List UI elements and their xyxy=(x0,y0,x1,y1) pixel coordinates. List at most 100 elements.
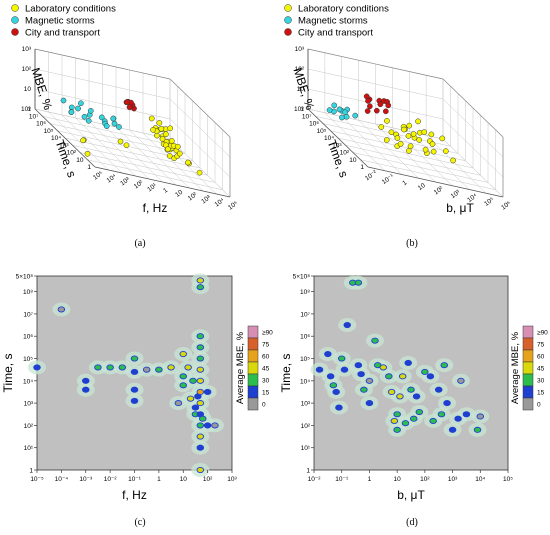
x-tick-label: 10 xyxy=(180,476,188,483)
y-tick-label: 10⁵ xyxy=(23,356,33,363)
y-tick-label: 10² xyxy=(67,150,77,157)
y-tick-label: 10³ xyxy=(332,142,342,149)
x-tick-label: 10² xyxy=(133,179,145,191)
data-point xyxy=(167,125,173,132)
colorbar-tick-label: 60 xyxy=(537,354,545,361)
x-tick-label: 10⁻² xyxy=(364,169,379,183)
heat-cell xyxy=(434,386,443,393)
legend-marker xyxy=(284,4,292,12)
data-point xyxy=(397,141,404,147)
y-axis-title: Time, s xyxy=(279,354,293,393)
heat-cell xyxy=(354,362,363,369)
data-point xyxy=(124,99,131,105)
colorbar-tick-label: 60 xyxy=(262,354,270,361)
data-point xyxy=(103,123,110,130)
x-tick-label: 10⁻¹ xyxy=(128,476,142,483)
data-point xyxy=(388,129,395,136)
colorbar-swatch xyxy=(247,349,259,363)
colorbar-tick-label: 75 xyxy=(537,342,545,349)
heat-cell xyxy=(196,377,205,384)
colorbar-tick-label: 30 xyxy=(262,378,270,385)
y-tick-label: 10⁷ xyxy=(23,311,33,318)
heat-cell xyxy=(429,417,437,424)
y-tick-label: 10⁵ xyxy=(317,128,327,135)
data-point xyxy=(339,114,345,121)
chart-panel-a: 10⁵ 10⁴ 10³ 10² 10¹ 1 10 10² 10³ 10⁴ 10⁵11010²10³1… xyxy=(11,4,239,215)
colorbar-tick-label: 15 xyxy=(537,390,545,397)
side-wall-grid-line xyxy=(442,98,504,158)
heat-cell xyxy=(426,373,435,380)
x-tick-label: 10⁻¹ xyxy=(381,172,396,186)
heat-cell xyxy=(385,373,393,380)
x-tick-label: 10 xyxy=(417,182,427,192)
colorbar-tick-label: 0 xyxy=(262,402,266,409)
x-tick-label: 10² xyxy=(433,185,445,197)
data-point xyxy=(365,98,371,104)
legend-marker xyxy=(11,4,19,12)
colorbar-title: Average MBE, % xyxy=(235,331,246,404)
y-tick-label: 10⁴ xyxy=(300,378,310,385)
heat-cell xyxy=(365,377,374,384)
data-point xyxy=(68,109,75,116)
chart-panel-b: 10⁻² 10⁻¹ 1 10 10² 10³ 10⁴ 10⁵ 10⁶11010²10³10⁴10… xyxy=(284,4,512,215)
heat-cell xyxy=(57,306,66,313)
floor-grid-line xyxy=(79,152,216,183)
heat-cell xyxy=(421,368,429,375)
y-tick-label: 10¹ xyxy=(24,445,34,452)
colorbar-swatch xyxy=(522,397,534,411)
legend-marker xyxy=(284,16,292,24)
data-point xyxy=(150,126,156,133)
chart-panel-d: 10⁻² 10⁻¹ 1 10 10² 10³ 10⁴ 10⁵ 1 10¹ 10² 10³ 10⁴ 10⁵ 1… xyxy=(279,274,548,503)
y-tick-label: 10⁴ xyxy=(23,378,33,385)
heat-cell xyxy=(315,366,324,373)
y-tick-label: 10² xyxy=(24,423,34,430)
colorbar-swatch xyxy=(247,385,259,399)
x-tick-label: 10¹ xyxy=(146,182,158,194)
x-tick-label: 10⁴ xyxy=(466,192,478,204)
x-tick-label: 10⁶ xyxy=(500,200,512,212)
y-tick-label: 10⁶ xyxy=(23,334,33,341)
y-axis-title: Time, s xyxy=(1,354,15,393)
legend-marker xyxy=(11,28,19,36)
heat-cell xyxy=(371,337,379,344)
data-point xyxy=(165,146,171,152)
heat-cell xyxy=(179,382,187,389)
data-point xyxy=(343,113,350,120)
colorbar-tick-label: 45 xyxy=(537,366,545,373)
x-axis-line xyxy=(94,166,231,198)
heat-cell xyxy=(191,404,200,411)
z-tick-label: 10 xyxy=(24,86,32,93)
x-tick-label: 10⁵ xyxy=(227,200,239,212)
heat-cell xyxy=(401,420,410,427)
side-wall-grid-line xyxy=(442,138,504,198)
x-tick-label: 10⁻³ xyxy=(79,476,93,483)
heat-cell xyxy=(365,400,374,407)
x-tick-label: 1 xyxy=(368,476,372,483)
colorbar-swatch xyxy=(247,373,259,387)
heat-cell xyxy=(106,364,114,371)
y-tick-label: 1 xyxy=(29,468,33,475)
x-tick-label: 10⁵ xyxy=(483,196,495,208)
panel-label-c: (c) xyxy=(134,517,145,528)
y-tick-label: 1 xyxy=(87,164,91,171)
data-point xyxy=(378,124,385,130)
floor-grid-line xyxy=(322,123,459,154)
data-point xyxy=(185,159,191,166)
floor-grid-line xyxy=(337,137,474,169)
heat-cell xyxy=(203,388,212,396)
y-axis-line xyxy=(307,108,369,168)
data-point xyxy=(163,131,169,138)
data-point xyxy=(80,137,86,144)
z-tick-label: 10 xyxy=(297,86,305,93)
data-point xyxy=(428,131,435,138)
back-wall-grid-line xyxy=(34,88,171,120)
data-point xyxy=(98,114,105,121)
heat-cell xyxy=(179,373,187,380)
data-point xyxy=(331,102,338,109)
y-tick-label: 1 xyxy=(360,164,364,171)
floor-grid-line xyxy=(87,159,223,190)
x-axis-title: b, μT xyxy=(446,201,474,215)
y-tick-label: 10 xyxy=(349,157,357,164)
y-tick-label: 5×10⁸ xyxy=(16,274,34,281)
z-axis-title: MBE, % xyxy=(290,66,317,112)
